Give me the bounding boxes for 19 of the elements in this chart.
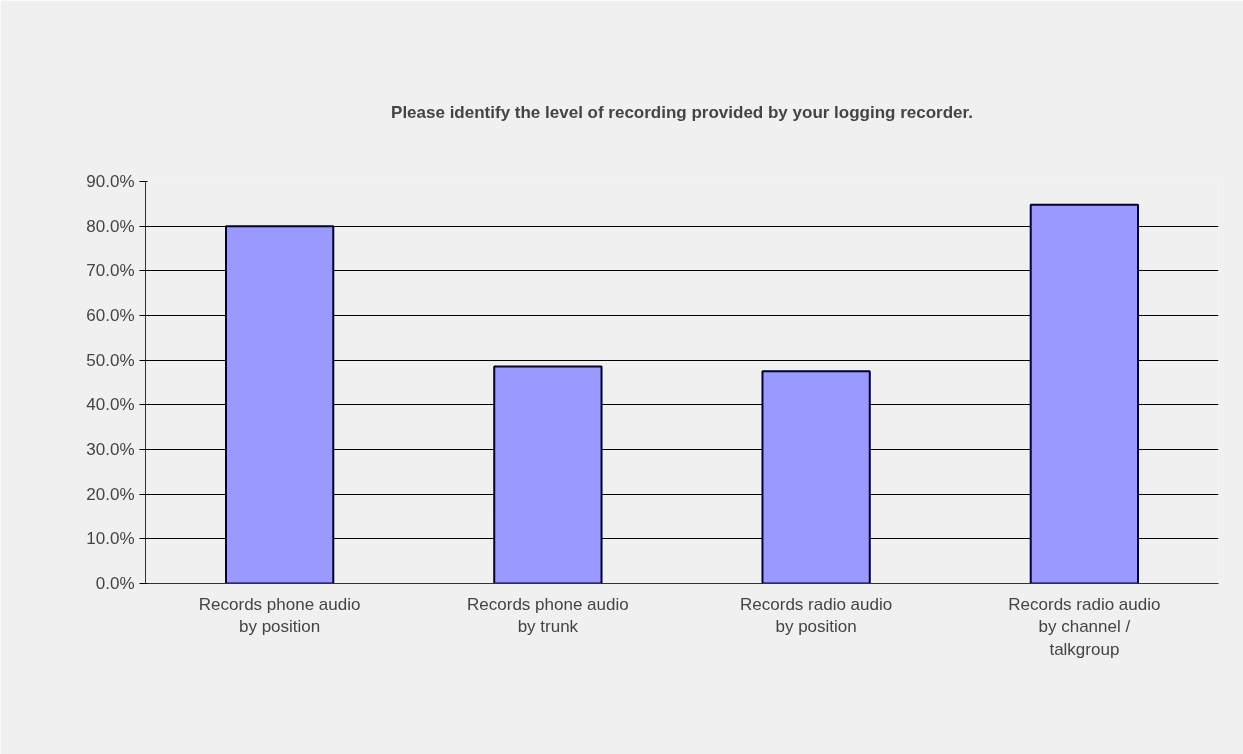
y-tick-label: 80.0% — [86, 216, 135, 236]
x-tick-label: Records phone audio by position — [198, 594, 361, 637]
y-tick-label: 30.0% — [86, 440, 135, 459]
y-tick-label: 50.0% — [86, 350, 135, 370]
y-tick-label: 10.0% — [86, 529, 135, 549]
y-tick-label: 20.0% — [86, 484, 135, 504]
y-tick-label: 90.0% — [86, 172, 135, 191]
bar — [224, 225, 335, 584]
y-tick-label: 60.0% — [86, 306, 135, 325]
bar — [761, 370, 871, 584]
chart-title: Please identify the level of recording provided by your logging recorder. — [391, 102, 973, 122]
y-tick-label: 70.0% — [86, 261, 135, 281]
bar — [493, 365, 603, 584]
x-tick-label: Records phone audio by trunk — [467, 594, 629, 637]
y-tick-label: 40.0% — [86, 395, 135, 415]
x-tick-label: Records radio audio by position — [740, 594, 893, 637]
x-tick-label: Records radio audio by channel / talkgroup — [1008, 594, 1161, 660]
y-tick-label: 0.0% — [95, 574, 135, 593]
bar — [1029, 203, 1140, 584]
